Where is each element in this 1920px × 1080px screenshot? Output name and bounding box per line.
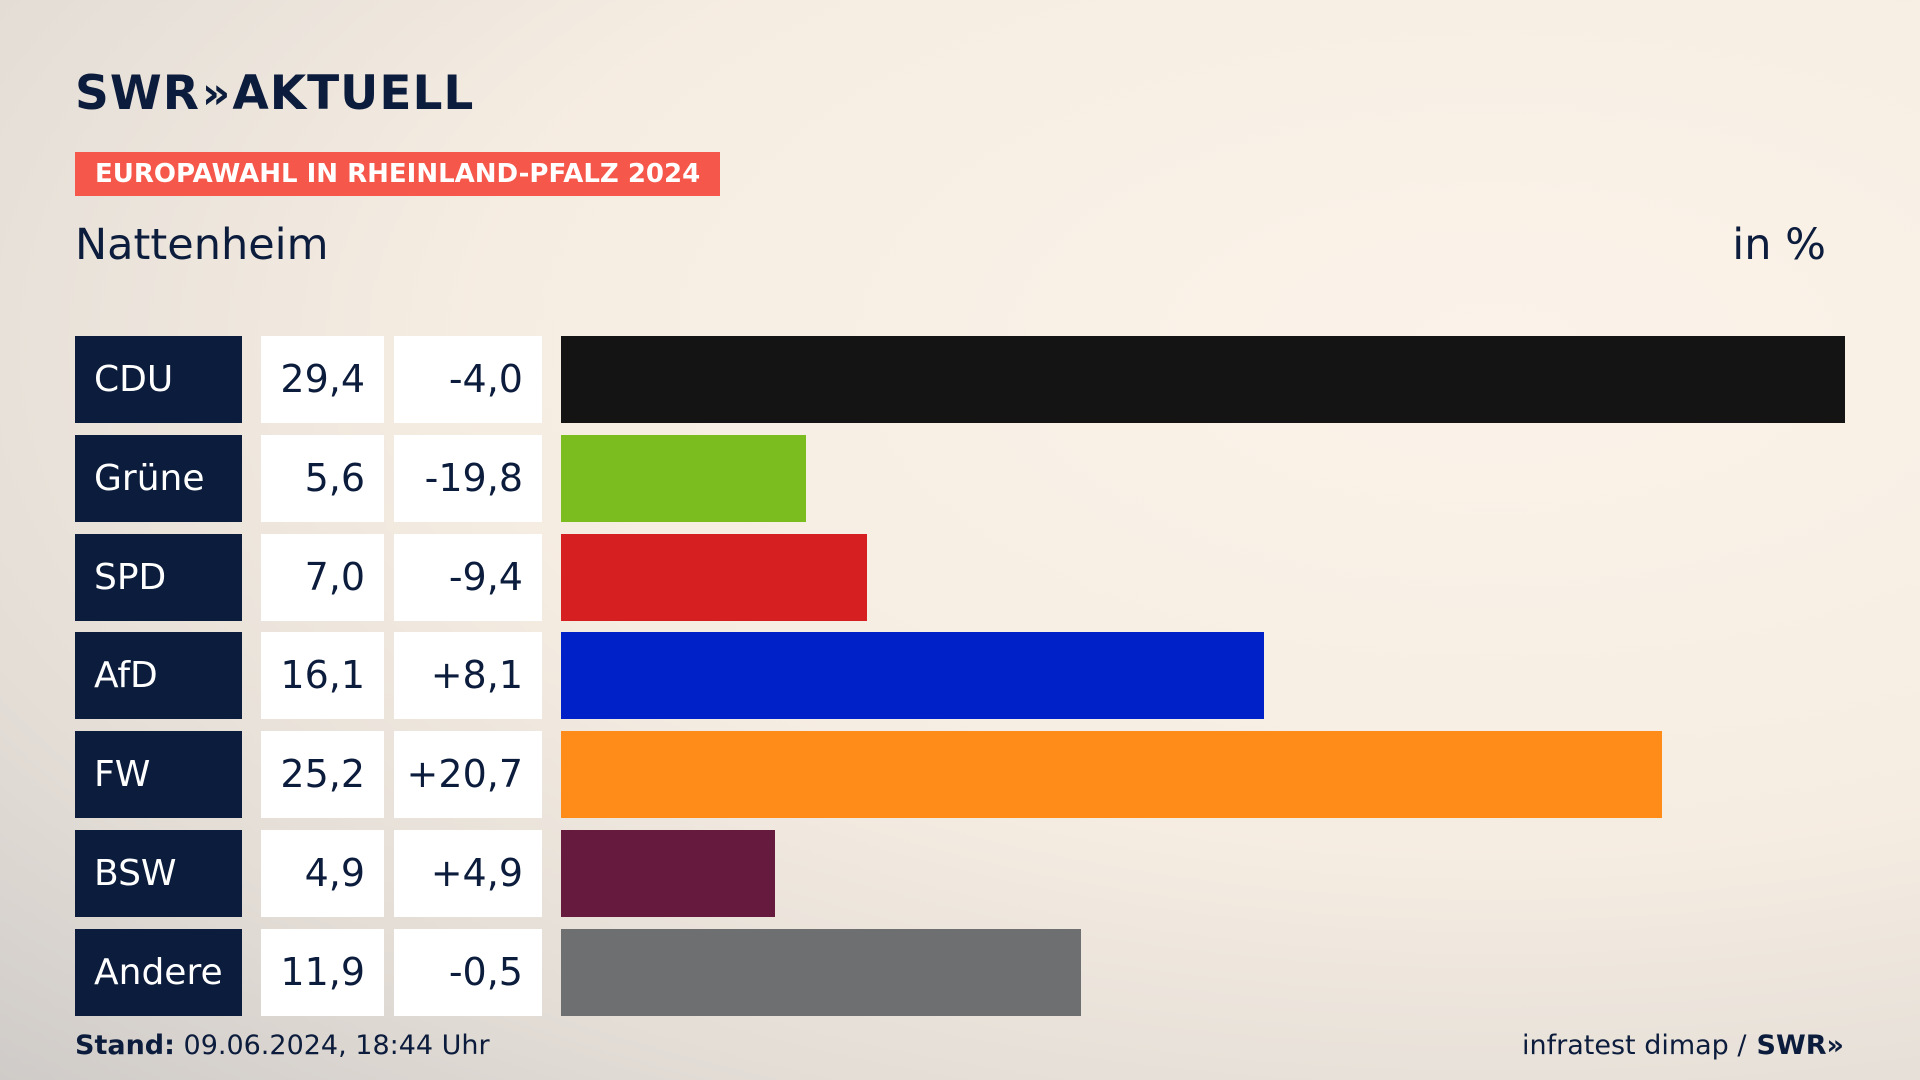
party-label: FW <box>75 731 242 819</box>
election-tag: EUROPAWAHL IN RHEINLAND-PFALZ 2024 <box>75 152 721 196</box>
unit-label: in % <box>1732 220 1826 270</box>
source-chevrons-icon: » <box>1826 1030 1844 1061</box>
vote-share-value: 7,0 <box>261 533 384 621</box>
party-label: CDU <box>75 336 242 423</box>
vote-change-value: -4,0 <box>394 336 542 423</box>
result-bar <box>561 632 1265 720</box>
party-label: AfD <box>75 632 242 720</box>
party-label: Grüne <box>75 434 242 522</box>
vote-change-value: -19,8 <box>394 434 542 522</box>
logo-section-text: AKTUELL <box>232 66 475 121</box>
result-row: Grüne 5,6 -19,8 <box>0 434 1920 522</box>
stand-label: Stand: <box>75 1030 175 1061</box>
result-row: Andere 11,9 -0,5 <box>0 928 1920 1016</box>
swr-aktuell-logo: SWR » AKTUELL <box>75 66 474 121</box>
vote-share-value: 29,4 <box>261 336 384 423</box>
party-label: Andere <box>75 928 242 1016</box>
result-row: CDU 29,4 -4,0 <box>0 336 1920 423</box>
source-credit: infratest dimap / SWR» <box>1522 1030 1844 1061</box>
vote-change-value: -0,5 <box>394 928 542 1016</box>
source-brand-text: SWR <box>1756 1030 1827 1061</box>
vote-share-value: 5,6 <box>261 434 384 522</box>
party-label: BSW <box>75 830 242 917</box>
result-row: FW 25,2 +20,7 <box>0 731 1920 819</box>
vote-change-value: +20,7 <box>394 731 542 819</box>
source-text: infratest dimap / <box>1522 1030 1747 1061</box>
result-bar <box>561 731 1662 819</box>
vote-share-value: 11,9 <box>261 928 384 1016</box>
vote-share-value: 25,2 <box>261 731 384 819</box>
result-row: BSW 4,9 +4,9 <box>0 830 1920 917</box>
timestamp: Stand: 09.06.2024, 18:44 Uhr <box>75 1030 490 1061</box>
vote-change-value: +8,1 <box>394 632 542 720</box>
result-row: AfD 16,1 +8,1 <box>0 632 1920 720</box>
place-title: Nattenheim <box>75 220 329 270</box>
result-bar <box>561 533 867 621</box>
vote-change-value: +4,9 <box>394 830 542 917</box>
result-bar <box>561 928 1081 1016</box>
party-label: SPD <box>75 533 242 621</box>
result-row: SPD 7,0 -9,4 <box>0 533 1920 621</box>
result-bar <box>561 830 775 917</box>
vote-share-value: 4,9 <box>261 830 384 917</box>
vote-share-value: 16,1 <box>261 632 384 720</box>
vote-change-value: -9,4 <box>394 533 542 621</box>
stand-value: 09.06.2024, 18:44 Uhr <box>183 1030 490 1061</box>
result-bar <box>561 434 806 522</box>
logo-swr-text: SWR <box>75 66 200 121</box>
result-bar <box>561 336 1845 423</box>
source-brand: SWR» <box>1757 1030 1844 1061</box>
